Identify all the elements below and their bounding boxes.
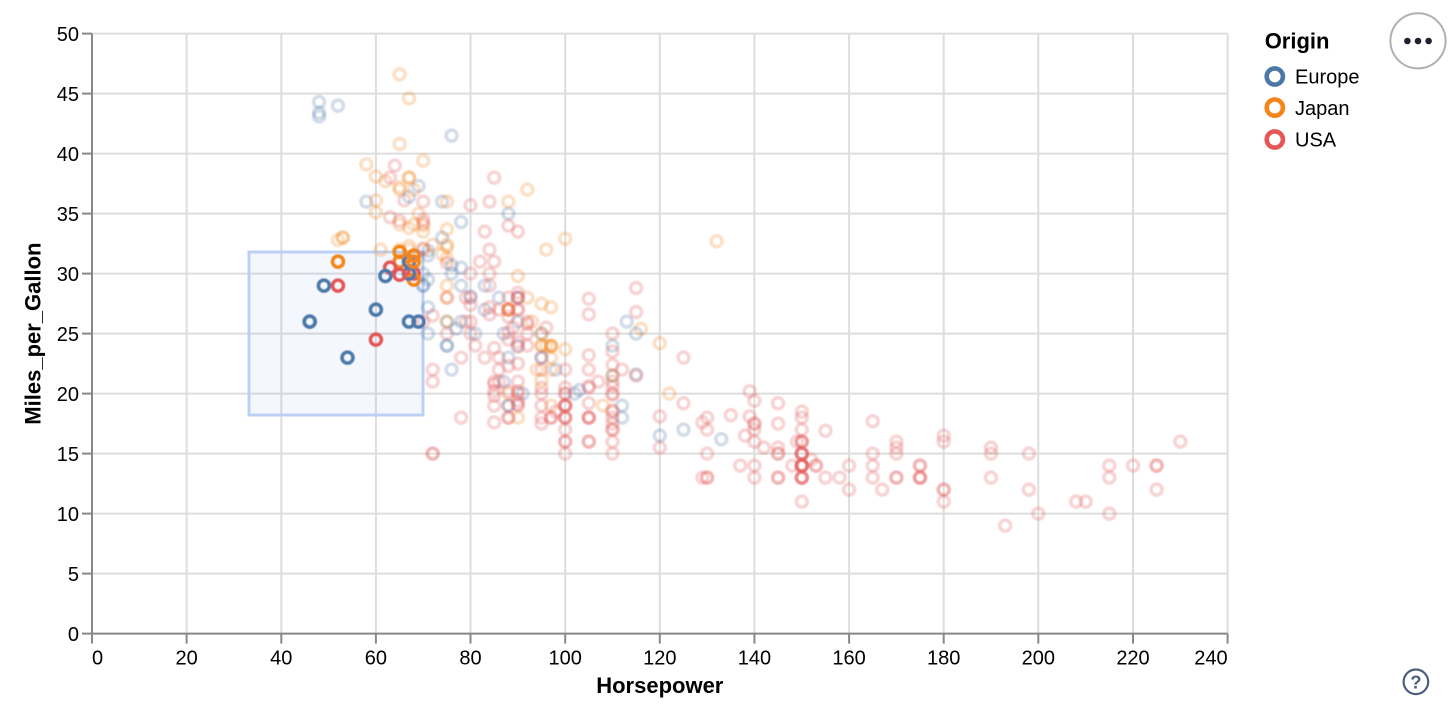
- svg-text:30: 30: [57, 264, 79, 286]
- svg-text:100: 100: [549, 648, 582, 670]
- svg-text:80: 80: [459, 648, 481, 670]
- svg-text:45: 45: [57, 84, 79, 106]
- svg-text:0: 0: [68, 624, 79, 646]
- svg-text:Miles_per_Gallon: Miles_per_Gallon: [21, 243, 46, 425]
- svg-text:140: 140: [738, 648, 771, 670]
- svg-text:200: 200: [1022, 648, 1055, 670]
- svg-text:180: 180: [927, 648, 960, 670]
- svg-text:5: 5: [68, 564, 79, 586]
- svg-text:0: 0: [92, 648, 103, 670]
- svg-text:Origin: Origin: [1265, 28, 1330, 53]
- svg-text:?: ?: [1410, 671, 1421, 692]
- svg-text:USA: USA: [1295, 130, 1337, 152]
- svg-text:220: 220: [1116, 648, 1149, 670]
- svg-text:240: 240: [1194, 648, 1227, 670]
- svg-text:20: 20: [57, 384, 79, 406]
- svg-text:Japan: Japan: [1295, 98, 1350, 120]
- svg-text:120: 120: [643, 648, 676, 670]
- svg-text:10: 10: [57, 504, 79, 526]
- svg-text:25: 25: [57, 324, 79, 346]
- svg-text:40: 40: [57, 144, 79, 166]
- svg-text:Europe: Europe: [1295, 67, 1360, 89]
- svg-text:160: 160: [832, 648, 865, 670]
- svg-text:20: 20: [175, 648, 197, 670]
- svg-text:60: 60: [365, 648, 387, 670]
- svg-text:35: 35: [57, 204, 79, 226]
- svg-text:15: 15: [57, 444, 79, 466]
- svg-text:Horsepower: Horsepower: [596, 673, 724, 698]
- svg-text:50: 50: [57, 24, 79, 46]
- svg-text:40: 40: [270, 648, 292, 670]
